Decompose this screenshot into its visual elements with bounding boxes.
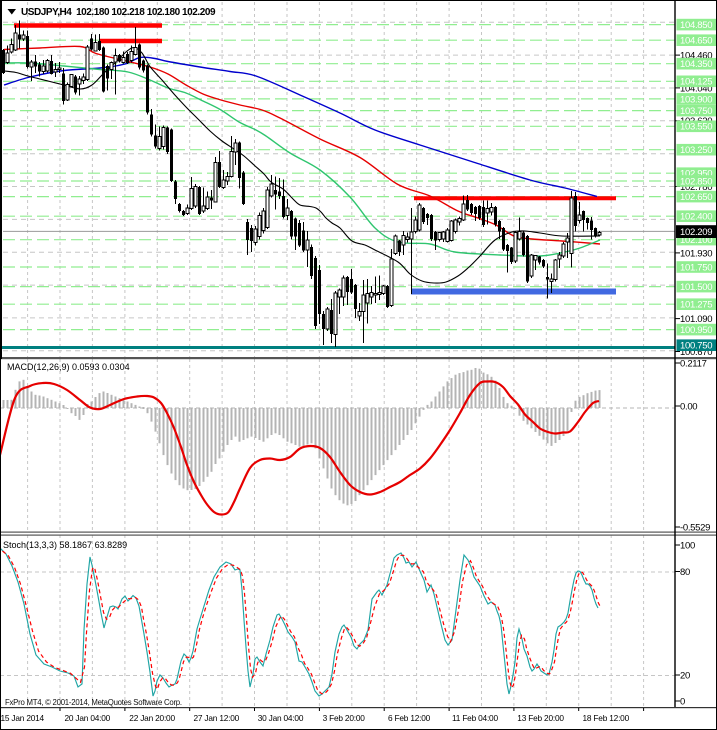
svg-text:104.460: 104.460 — [680, 51, 712, 62]
svg-text:100.950: 100.950 — [680, 325, 712, 336]
svg-text:104.040: 104.040 — [680, 83, 712, 94]
svg-text:103.550: 103.550 — [680, 122, 712, 133]
svg-text:27 Jan 12:00: 27 Jan 12:00 — [194, 713, 240, 723]
svg-text:103.250: 103.250 — [680, 145, 712, 156]
svg-text:MACD(12,26,9) 0.0593 0.0304: MACD(12,26,9) 0.0593 0.0304 — [7, 362, 130, 372]
svg-text:103.900: 103.900 — [680, 94, 712, 105]
svg-text:104.850: 104.850 — [680, 20, 712, 31]
svg-text:101.930: 101.930 — [680, 248, 712, 259]
svg-text:20: 20 — [680, 670, 690, 681]
svg-text:102.850: 102.850 — [680, 176, 712, 187]
svg-text:15 Jan 2014: 15 Jan 2014 — [1, 713, 45, 723]
svg-text:22 Jan 20:00: 22 Jan 20:00 — [129, 713, 175, 723]
svg-text:0.00: 0.00 — [680, 401, 697, 412]
svg-text:20 Jan 04:00: 20 Jan 04:00 — [65, 713, 111, 723]
svg-text:100.670: 100.670 — [680, 347, 712, 358]
svg-text:80: 80 — [680, 567, 690, 578]
svg-text:100.750: 100.750 — [680, 341, 712, 352]
svg-text:100: 100 — [680, 540, 695, 551]
svg-text:6 Feb 12:00: 6 Feb 12:00 — [388, 713, 431, 723]
svg-text:101.275: 101.275 — [680, 300, 712, 311]
svg-text:102.950: 102.950 — [680, 169, 712, 180]
svg-text:102.650: 102.650 — [680, 192, 712, 203]
svg-text:USDJPY,H4 102.180 102.218 102: USDJPY,H4 102.180 102.218 102.180 102.20… — [21, 7, 216, 18]
svg-text:101.090: 101.090 — [680, 314, 712, 325]
svg-text:102.209: 102.209 — [680, 227, 712, 238]
svg-text:30 Jan 04:00: 30 Jan 04:00 — [258, 713, 304, 723]
svg-text:0: 0 — [680, 696, 685, 707]
svg-text:18 Feb 12:00: 18 Feb 12:00 — [583, 713, 630, 723]
svg-text:104.350: 104.350 — [680, 59, 712, 70]
svg-text:101.500: 101.500 — [680, 282, 712, 293]
svg-text:Stoch(13,3,3) 58.1867 63.8289: Stoch(13,3,3) 58.1867 63.8289 — [3, 540, 127, 550]
svg-text:3 Feb 20:00: 3 Feb 20:00 — [323, 713, 366, 723]
svg-text:-0.5529: -0.5529 — [680, 522, 710, 533]
svg-text:102.100: 102.100 — [680, 235, 712, 246]
svg-text:103.750: 103.750 — [680, 106, 712, 117]
svg-text:11 Feb 04:00: 11 Feb 04:00 — [452, 713, 498, 723]
svg-text:104.650: 104.650 — [680, 36, 712, 47]
svg-text:101.750: 101.750 — [680, 262, 712, 273]
svg-text:102.780: 102.780 — [680, 182, 712, 193]
svg-text:104.125: 104.125 — [680, 77, 712, 88]
svg-text:FxPro MT4, © 2001-2014, MetaQu: FxPro MT4, © 2001-2014, MetaQuotes Softw… — [5, 698, 182, 707]
svg-text:0.2117: 0.2117 — [680, 358, 707, 369]
svg-text:13 Feb 20:00: 13 Feb 20:00 — [517, 713, 564, 723]
svg-text:102.400: 102.400 — [680, 212, 712, 223]
